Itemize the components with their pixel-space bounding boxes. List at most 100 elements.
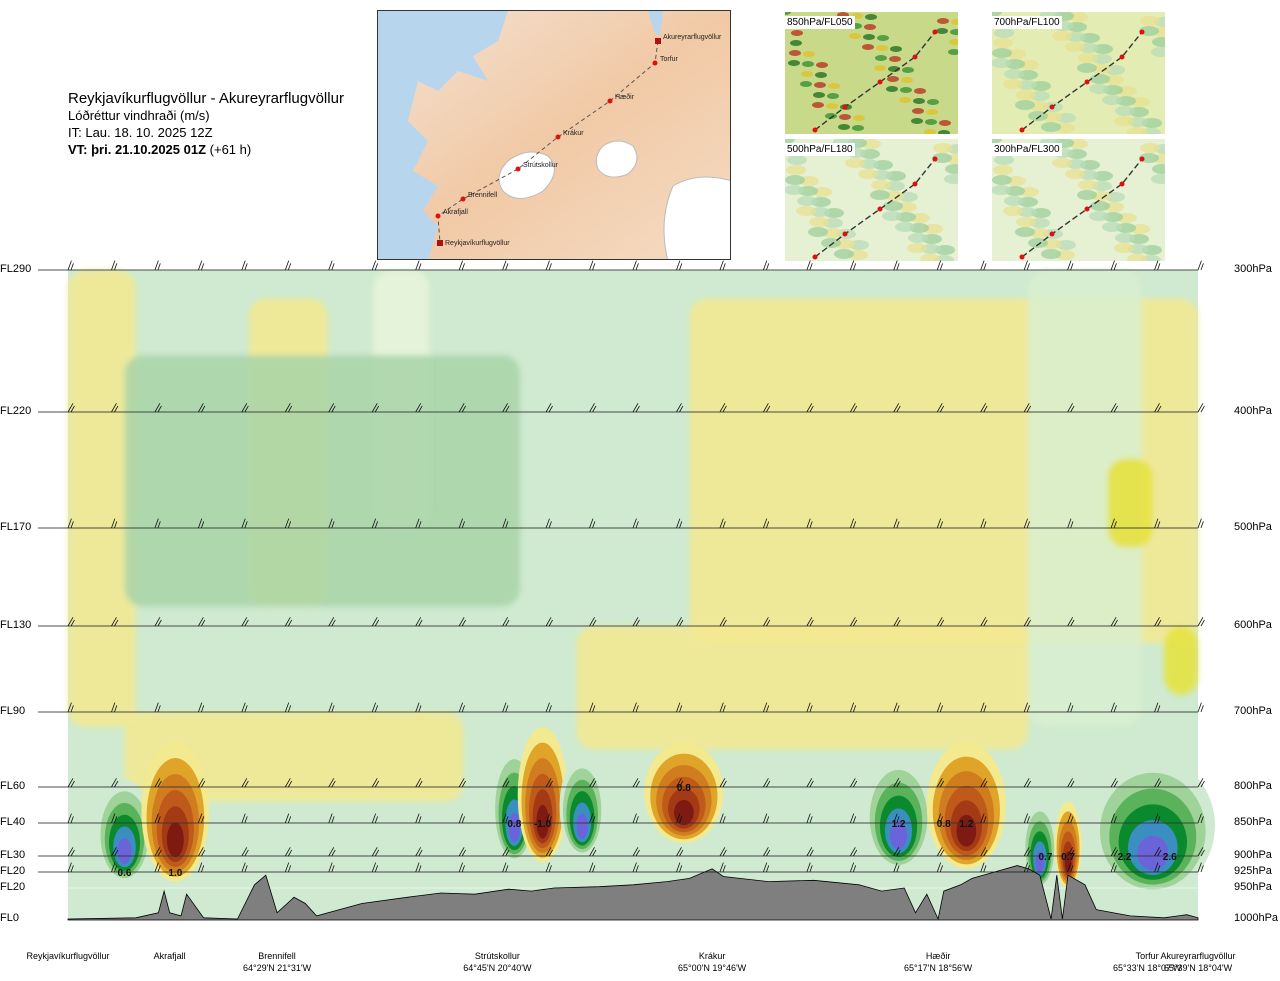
thumb-field <box>814 82 826 88</box>
wind-barb <box>545 702 550 713</box>
thumb-field <box>828 83 840 89</box>
wind-barb <box>719 813 724 824</box>
wind-barb-feather <box>1200 263 1204 271</box>
wind-barb <box>502 260 507 271</box>
wind-barb <box>328 403 335 413</box>
wind-barb-feather <box>852 405 858 413</box>
cell-contour <box>673 799 694 826</box>
thumb-route-point <box>1119 181 1125 187</box>
wind-barb-feather <box>201 405 206 413</box>
wind-barb <box>719 260 724 271</box>
wind-barb <box>719 617 726 627</box>
wind-barb <box>371 702 377 713</box>
cross-section-chart: 0.6 1.0 0.8 -1.0 0.8 1.2 0.8 1.2 0.7 0.7 2.2 2.6 <box>38 260 1215 921</box>
wind-barb <box>763 862 768 873</box>
wind-barb-feather <box>896 405 901 413</box>
wind-barb-feather <box>201 521 205 529</box>
updraft-cell <box>559 757 605 856</box>
updraft-cell <box>141 742 210 882</box>
wind-barb-feather <box>722 865 726 873</box>
wind-barb <box>67 847 74 857</box>
thumb-field <box>901 77 913 83</box>
wind-barb-feather <box>722 780 727 788</box>
thumb-850-map <box>785 12 958 134</box>
thumb-850[interactable]: 850hPa/FL050 <box>785 12 958 134</box>
thumb-route-point <box>1084 79 1090 85</box>
wind-barb-feather <box>157 705 161 713</box>
wind-barb <box>806 403 813 413</box>
thumb-field <box>951 19 958 25</box>
thumb-field <box>1078 53 1098 63</box>
wind-barb-feather <box>244 705 248 713</box>
pressure-label: 700hPa <box>1234 705 1272 717</box>
wind-barb <box>328 260 333 271</box>
wind-barb-feather <box>1113 405 1118 413</box>
wind-barb-feather <box>201 849 206 857</box>
wind-barb-feather <box>244 405 249 413</box>
wind-barb-feather <box>201 780 206 788</box>
value-label: 0.8 <box>937 819 951 830</box>
thumb-300[interactable]: 300hPa/FL300 <box>992 139 1165 261</box>
thumb-field <box>926 109 938 115</box>
wind-barb-feather <box>201 865 205 873</box>
fl-label: FL0 <box>0 912 19 924</box>
thumb-field <box>853 115 865 121</box>
barb-row <box>38 617 1205 627</box>
wind-barb <box>763 260 768 271</box>
wind-barb <box>67 702 72 713</box>
fl-label: FL20 <box>0 865 26 877</box>
wind-barb-feather <box>852 849 858 857</box>
wind-barb <box>502 847 508 857</box>
field-region <box>68 270 136 727</box>
wind-barb <box>415 617 422 627</box>
thumb-field <box>914 88 926 94</box>
station-name: Hæðir <box>925 951 951 961</box>
wind-barb <box>893 862 898 873</box>
route-line: Akureyrarflugvöllur Torfur Hæðir Krákur Strú… <box>435 34 722 247</box>
wind-barb <box>936 403 943 413</box>
wind-barb <box>763 813 768 824</box>
thumb-route-point <box>877 206 883 212</box>
wind-barb <box>545 403 552 413</box>
thumb-field <box>1151 174 1165 184</box>
wind-barb <box>1067 617 1073 627</box>
wind-barb-feather <box>374 405 380 413</box>
thumb-field <box>950 29 958 35</box>
wind-barb-feather <box>1070 849 1075 857</box>
wind-barb-feather <box>1070 705 1074 713</box>
wind-barb <box>632 778 639 788</box>
thumb-field <box>1052 31 1072 41</box>
wind-barb <box>154 260 159 271</box>
value-label: 0.6 <box>118 868 132 879</box>
wind-barb-feather <box>939 521 944 529</box>
wind-barb-feather <box>461 705 465 713</box>
thumb-field <box>944 174 958 184</box>
thumb-route-point <box>1019 127 1025 133</box>
wind-barb-feather <box>809 865 813 873</box>
thumb-500[interactable]: 500hPa/FL180 <box>785 139 958 261</box>
wind-barb-feather <box>896 263 900 271</box>
wind-barb <box>328 847 335 857</box>
thumb-field <box>949 39 958 45</box>
wind-barb <box>284 702 290 713</box>
wind-barb <box>806 702 811 713</box>
wind-barb <box>1067 862 1072 873</box>
wind-barb <box>545 862 550 873</box>
value-labels: 0.6 1.0 0.8 -1.0 0.8 1.2 0.8 1.2 0.7 0.7 2.2 2.6 <box>118 783 1178 879</box>
route-point <box>435 213 441 219</box>
field-region <box>1107 458 1153 548</box>
wind-barb-feather <box>1113 780 1118 788</box>
wind-barb <box>241 518 246 529</box>
wind-barb <box>1023 702 1028 713</box>
thumb-field <box>787 155 807 165</box>
wind-barb <box>458 260 463 271</box>
thumb-route-point <box>1084 206 1090 212</box>
wind-barb-feather <box>766 405 771 413</box>
pressure-label: 1000hPa <box>1234 912 1279 924</box>
thumb-700[interactable]: 700hPa/FL100 <box>992 12 1165 134</box>
wind-barb <box>849 702 855 713</box>
thumb-field <box>865 14 877 20</box>
wind-barb <box>676 518 681 529</box>
wind-barb <box>371 862 377 873</box>
field-background <box>68 270 1198 920</box>
